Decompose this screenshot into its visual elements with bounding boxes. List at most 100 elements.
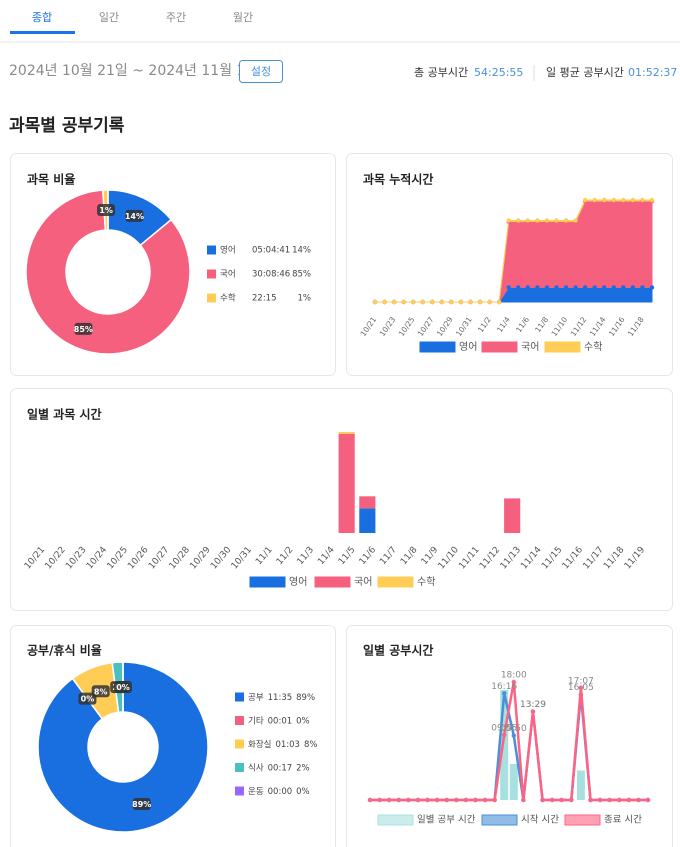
point <box>540 797 545 803</box>
point <box>640 197 645 203</box>
point <box>382 299 387 305</box>
card-title: 과목 누적시간 <box>363 172 433 187</box>
point <box>506 285 511 290</box>
legend-swatch <box>235 692 244 702</box>
point <box>420 299 425 305</box>
tab[interactable]: 월간 <box>233 11 253 24</box>
point <box>502 732 507 738</box>
slice-label: 0% <box>116 683 130 692</box>
legend-label: 수학 <box>584 341 602 353</box>
bar <box>509 763 518 800</box>
total-label: 총 공부시간 <box>414 66 468 79</box>
point <box>449 299 454 305</box>
point <box>473 797 478 803</box>
total-value: 54:25:55 <box>474 66 523 79</box>
point <box>411 299 416 305</box>
point <box>602 285 607 290</box>
point <box>563 218 569 223</box>
legend-label: 국어 <box>220 269 236 280</box>
legend-entry: 운동 00:00 0% <box>248 787 310 797</box>
point <box>645 797 651 803</box>
point <box>511 679 516 685</box>
legend-swatch <box>207 245 216 255</box>
point <box>578 685 584 690</box>
point <box>607 797 612 803</box>
point <box>554 285 559 290</box>
slice-label: 1% <box>99 206 113 215</box>
point <box>573 218 578 223</box>
point <box>592 197 597 203</box>
legend-swatch <box>544 341 581 353</box>
legend-swatch <box>564 814 601 826</box>
point <box>640 285 645 290</box>
tab[interactable]: 주간 <box>166 11 186 24</box>
legend-label: 일별 공부 시간 <box>417 815 476 826</box>
point <box>396 797 401 803</box>
settings-button[interactable] <box>239 60 283 83</box>
legend-swatch <box>235 786 244 796</box>
slice-label-bg <box>78 692 97 705</box>
point <box>506 218 511 223</box>
point <box>458 299 464 305</box>
slice-label: 8% <box>94 687 108 696</box>
legend-time: 00:01 <box>268 716 293 726</box>
point <box>372 299 378 305</box>
point <box>468 299 473 305</box>
legend-time: 30:08:46 <box>252 270 290 280</box>
point <box>525 285 531 290</box>
active-tab-underline <box>10 31 75 34</box>
tab[interactable]: 일간 <box>99 10 119 24</box>
tab-bar <box>0 0 680 42</box>
legend-swatch <box>207 269 216 279</box>
point <box>401 299 406 305</box>
point <box>502 691 507 696</box>
point <box>573 285 578 290</box>
point <box>630 197 636 203</box>
legend-label: 기타 <box>248 716 264 726</box>
legend-swatch <box>377 814 414 826</box>
section-title: 과목별 공부기록 <box>9 116 125 136</box>
legend-entry: 화장실 01:03 8% <box>248 739 317 750</box>
date-range: 2024년 10월 21일 ~ 2024년 11월 19일 <box>9 63 267 79</box>
point <box>434 797 440 803</box>
point <box>649 285 655 290</box>
point <box>588 797 593 803</box>
legend-percent: 85% <box>292 270 311 280</box>
legend-swatch <box>235 716 244 725</box>
data-label: 16:16 <box>491 682 517 692</box>
point <box>563 285 569 290</box>
point <box>482 797 488 803</box>
point <box>377 797 382 803</box>
point <box>516 285 521 290</box>
legend-label: 국어 <box>354 576 372 588</box>
legend-time: 22:15 <box>252 294 277 304</box>
tab[interactable]: 종합 <box>32 11 52 24</box>
point <box>621 197 626 203</box>
legend-label: 공부 <box>248 693 264 703</box>
avg-value: 01:52:37 <box>628 66 677 79</box>
bar-segment <box>359 496 376 509</box>
point <box>516 218 521 223</box>
point <box>597 797 603 803</box>
avg-label: 일 평균 공부시간 <box>546 65 624 79</box>
point <box>477 299 483 305</box>
legend-percent: 8% <box>304 740 318 750</box>
slice <box>25 189 191 355</box>
point <box>602 197 607 203</box>
point <box>544 285 550 290</box>
point <box>554 218 559 223</box>
legend-label: 영어 <box>289 576 307 588</box>
bar <box>576 770 585 800</box>
slice-label: 85% <box>74 325 93 334</box>
legend-percent: 89% <box>296 693 315 703</box>
point <box>463 797 469 803</box>
legend-swatch <box>207 293 216 303</box>
point <box>439 299 445 305</box>
legend-time: 01:03 <box>275 740 300 750</box>
settings-button-label[interactable]: 설정 <box>251 65 271 78</box>
point <box>592 285 597 290</box>
legend-time: 00:17 <box>268 763 293 773</box>
data-label: 09:50 <box>501 724 527 734</box>
legend-label: 국어 <box>521 341 539 353</box>
